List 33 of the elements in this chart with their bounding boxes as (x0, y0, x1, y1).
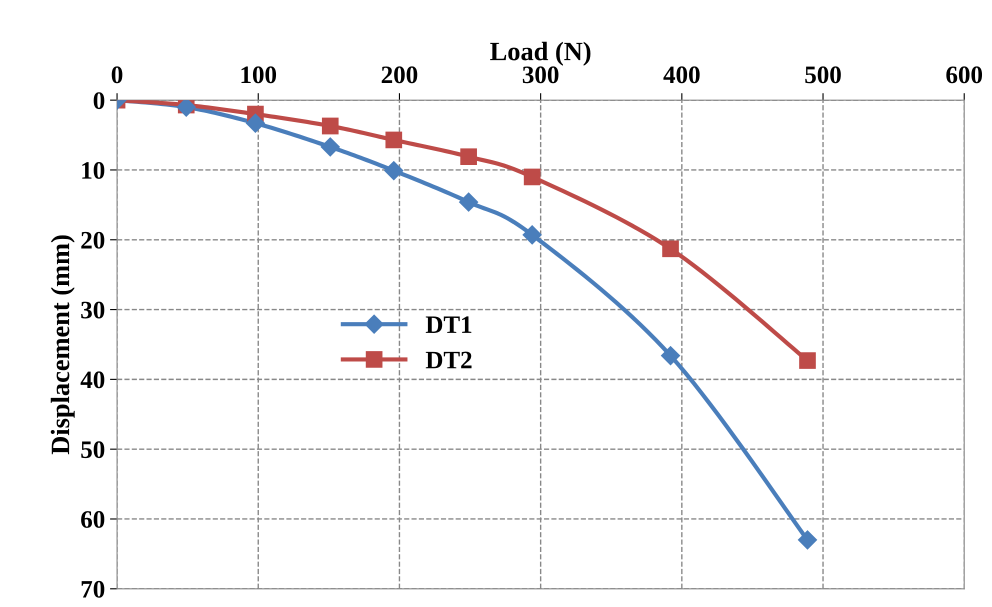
point (459, 192, 478, 212)
x-tick-label: 500 (805, 66, 841, 84)
y-tick-label: 0 (94, 92, 104, 110)
x-tick-label: 600 (946, 66, 982, 84)
x-tick-label: 300 (522, 66, 558, 84)
point (662, 240, 679, 258)
point (322, 118, 339, 134)
x-tick-label: 400 (663, 66, 700, 84)
y-tick-label: 10 (82, 162, 104, 179)
x-tick-label: 0 (112, 66, 122, 84)
y-tick-label: 60 (81, 511, 104, 528)
point (384, 161, 404, 180)
point (246, 114, 265, 133)
y-axis-title: Displacement (mm) (50, 235, 75, 454)
x-tick-label: 100 (242, 66, 276, 84)
y-tick-label: 20 (81, 232, 104, 249)
x-axis-title: Load (N) (490, 42, 590, 66)
point (799, 352, 816, 369)
point (798, 530, 818, 550)
y-tick-label: 40 (80, 371, 104, 388)
point (661, 346, 680, 366)
y-tick-label: 70 (82, 580, 104, 598)
point (460, 148, 477, 166)
legend-label: DT1 (426, 316, 472, 333)
point (524, 168, 540, 186)
point (522, 225, 542, 244)
point (176, 100, 196, 117)
y-tick-label: 30 (81, 302, 104, 318)
y-tick-label: 50 (81, 441, 104, 458)
x-tick-label: 200 (382, 66, 418, 84)
point (320, 137, 340, 156)
legend-label: DT2 (426, 352, 472, 368)
point (385, 132, 402, 148)
